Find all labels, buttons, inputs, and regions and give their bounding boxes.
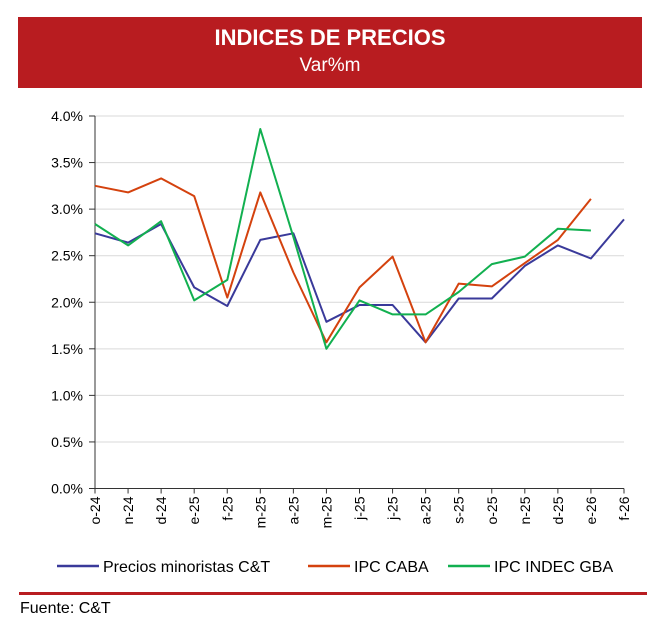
series-line-1 [94, 177, 592, 344]
y-tick-label: 0.0% [51, 481, 83, 497]
x-tick-label: m-25 [318, 496, 334, 528]
x-tick-label: e-26 [583, 496, 599, 524]
y-tick-label: 0.5% [51, 434, 83, 450]
chart-title: INDICES DE PRECIOS [214, 25, 446, 50]
x-tick-label: f-26 [616, 496, 632, 520]
y-tick-label: 4.0% [51, 108, 83, 124]
x-tick-label: j-25 [352, 496, 368, 521]
footer-divider [19, 592, 647, 595]
x-tick-label: s-25 [451, 496, 467, 523]
x-tick-label: d-24 [153, 496, 169, 524]
source-note: Fuente: C&T [20, 600, 111, 617]
y-tick-label: 1.5% [51, 341, 83, 357]
x-tick-label: n-25 [517, 496, 533, 524]
chart-subtitle: Var%m [299, 55, 361, 76]
x-tick-label: f-25 [219, 496, 235, 520]
y-tick-label: 1.0% [51, 387, 83, 403]
series-line-0 [94, 218, 625, 344]
header-banner: INDICES DE PRECIOS Var%m [18, 17, 642, 88]
legend-label: IPC INDEC GBA [494, 559, 613, 576]
y-tick-label: 2.0% [51, 294, 83, 310]
legend-label: IPC CABA [354, 559, 429, 576]
x-tick-label: j-25 [385, 496, 401, 521]
y-tick-label: 3.5% [51, 155, 83, 171]
x-tick-label: a-25 [285, 496, 301, 524]
y-tick-label: 3.0% [51, 201, 83, 217]
y-tick-label: 2.5% [51, 248, 83, 264]
x-tick-label: o-24 [87, 496, 103, 524]
x-tick-label: a-25 [418, 496, 434, 524]
x-tick-label: m-25 [252, 496, 268, 528]
x-tick-label: o-25 [484, 496, 500, 524]
x-tick-label: e-25 [186, 496, 202, 524]
x-tick-label: n-24 [120, 496, 136, 524]
x-tick-label: d-25 [550, 496, 566, 524]
series-line-2 [94, 128, 591, 350]
legend-label: Precios minoristas C&T [103, 559, 270, 576]
